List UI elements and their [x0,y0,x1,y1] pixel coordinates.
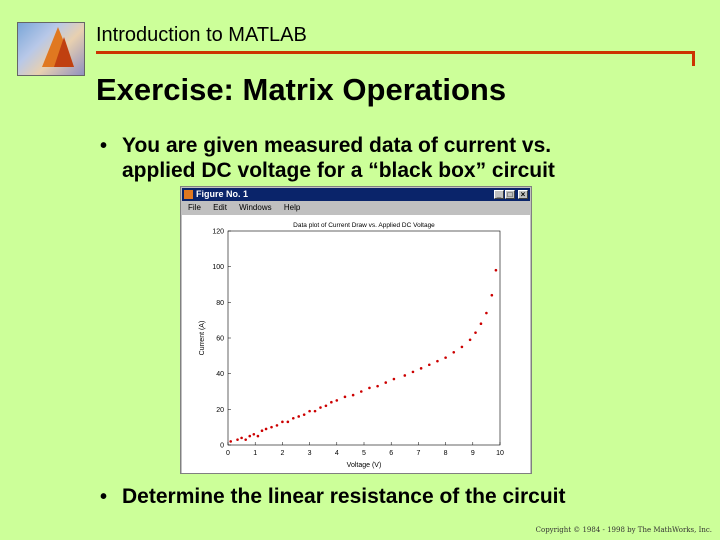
x-tick-label: 6 [389,450,393,457]
x-tick-label: 7 [416,450,420,457]
maximize-button[interactable]: □ [505,190,515,199]
menu-edit[interactable]: Edit [213,203,227,212]
data-point [244,438,247,441]
x-tick-label: 4 [335,450,339,457]
data-point [479,322,483,326]
y-tick-label: 80 [216,300,224,307]
x-tick-label: 9 [471,450,475,457]
data-point [302,413,306,416]
figure-titlebar[interactable]: Figure No. 1 _ □ × [182,188,530,201]
data-point [368,386,371,390]
y-tick-label: 20 [216,407,224,414]
y-tick-label: 100 [212,264,224,271]
data-point [359,390,363,393]
menu-help[interactable]: Help [283,203,301,212]
menu-windows[interactable]: Windows [239,203,272,212]
x-tick-label: 0 [226,450,230,457]
minimize-button[interactable]: _ [494,190,504,199]
data-point [286,420,290,424]
data-point [436,359,439,363]
data-point [376,384,379,388]
data-point [444,356,447,359]
y-tick-label: 40 [216,371,224,378]
figure-window[interactable]: Figure No. 1 _ □ × File Edit Windows Hel… [180,186,532,474]
data-point [474,331,477,334]
y-tick-label: 60 [216,336,224,343]
data-point [297,415,301,418]
chart-title: Data plot of Current Draw vs. Applied DC… [293,222,435,229]
scatter-chart: Data plot of Current Draw vs. Applied DC… [199,222,504,469]
data-point [494,268,498,272]
copyright-text: Copyright © 1984 - 1998 by The MathWorks… [535,526,712,534]
x-tick-label: 5 [362,450,366,457]
bullet-2-line-1: Determine the linear resistance of the c… [122,485,566,508]
data-point [229,440,233,443]
data-point [236,438,239,441]
bullet-1-line-2: applied DC voltage for a “black box” cir… [122,159,555,182]
x-tick-label: 1 [253,450,257,457]
x-axis-label: Voltage (V) [347,462,382,469]
y-tick-label: 0 [220,443,224,450]
header-rule [96,51,694,54]
matlab-logo [17,22,85,76]
data-point [330,400,333,404]
data-point [452,350,456,354]
data-point [313,409,317,413]
data-point [252,433,256,436]
data-point [281,420,284,424]
y-tick-label: 120 [212,229,224,236]
data-point [460,345,464,349]
x-tick-label: 3 [308,450,312,457]
data-point [308,409,311,413]
figure-title: Figure No. 1 [196,189,249,199]
data-point [468,338,472,342]
x-tick-label: 2 [280,450,284,457]
x-tick-label: 10 [496,450,504,457]
header-rule-tick [692,51,695,66]
matlab-window-icon [184,190,193,199]
bullet-marker: • [100,486,108,508]
bullet-2: • Determine the linear resistance of the… [100,484,700,512]
data-point [427,363,431,367]
figure-menubar: File Edit Windows Help [182,202,530,214]
data-point [335,399,339,402]
slide-title: Exercise: Matrix Operations [96,72,507,107]
data-point [240,436,243,440]
data-point [264,427,268,431]
data-point [260,429,264,433]
data-point [343,395,347,399]
data-point [324,404,328,408]
plot-area: Data plot of Current Draw vs. Applied DC… [182,215,530,473]
data-point [392,377,396,381]
data-point [291,416,295,420]
bullet-marker: • [100,135,108,157]
data-point [256,434,260,438]
data-point [270,425,273,429]
data-point [351,393,355,397]
data-point [319,406,322,409]
data-point [275,424,279,427]
data-point [248,434,252,438]
data-point [411,370,415,374]
data-point [485,311,488,315]
x-tick-label: 8 [444,450,448,457]
data-point [403,374,407,377]
data-point [419,367,423,370]
y-axis-label: Current (A) [199,321,206,356]
menu-file[interactable]: File [188,203,201,212]
bullet-1: • You are given measured data of current… [100,133,700,189]
data-point [490,293,494,297]
close-button[interactable]: × [518,190,528,199]
header-title: Introduction to MATLAB [96,24,307,46]
data-point [384,381,388,384]
plot-frame [227,230,501,446]
bullet-1-line-1: You are given measured data of current v… [122,134,552,157]
